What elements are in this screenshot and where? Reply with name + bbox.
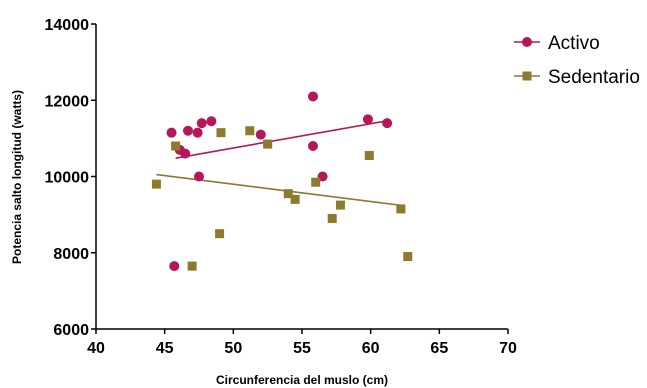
fit-line-sedentario (156, 173, 406, 207)
point-sedentario (327, 213, 337, 223)
x-tick-label: 70 (499, 340, 517, 357)
point-sedentario (245, 126, 255, 136)
axes (95, 24, 508, 330)
y-tick-label: 14000 (45, 17, 90, 34)
legend-label-sedentario: Sedentario (548, 67, 640, 88)
x-tick-label: 45 (156, 340, 174, 357)
point-sedentario (216, 128, 226, 138)
point-activo (196, 118, 207, 129)
point-activo (169, 261, 180, 272)
x-tick-label: 40 (87, 340, 105, 357)
point-sedentario (403, 252, 413, 262)
x-tick-label: 60 (362, 340, 380, 357)
y-axis-label: Potencia salto longitud (watts) (10, 90, 24, 264)
point-sedentario (151, 179, 161, 189)
point-activo (194, 171, 204, 182)
point-activo (206, 116, 217, 127)
point-sedentario (364, 151, 374, 161)
point-activo (192, 127, 203, 138)
point-activo (183, 125, 194, 136)
point-activo (180, 148, 191, 159)
point-sedentario (311, 177, 321, 187)
point-sedentario (215, 229, 225, 239)
point-sedentario (187, 261, 197, 271)
data-points (151, 91, 413, 272)
y-tick-label: 10000 (45, 170, 90, 187)
legend-marker-sedentario (522, 71, 532, 81)
point-sedentario (335, 200, 345, 210)
x-axis-label: Circunferencia del muslo (cm) (216, 373, 388, 387)
point-activo (362, 114, 373, 125)
legend-marker-activo (522, 37, 532, 47)
legend-label-activo: Activo (548, 33, 600, 54)
fit-line-activo (175, 120, 388, 159)
point-activo (255, 129, 266, 140)
y-tick-label: 8000 (53, 246, 89, 263)
y-tick-label: 12000 (45, 93, 90, 110)
point-activo (307, 91, 318, 102)
point-sedentario (263, 139, 273, 149)
x-tick-label: 65 (430, 340, 448, 357)
point-sedentario (290, 194, 300, 204)
point-activo (382, 118, 393, 129)
point-sedentario (171, 141, 181, 151)
point-sedentario (396, 204, 406, 214)
x-tick-label: 55 (293, 340, 311, 357)
legend: Activo Sedentario (514, 33, 640, 88)
point-activo (166, 127, 177, 138)
point-sedentario (283, 189, 293, 199)
x-tick-label: 50 (224, 340, 242, 357)
ticks: 6000 8000 10000 12000 14000 40 45 50 55 60 65 70 (45, 17, 518, 357)
point-activo (307, 141, 318, 151)
y-tick-label: 6000 (53, 322, 89, 339)
